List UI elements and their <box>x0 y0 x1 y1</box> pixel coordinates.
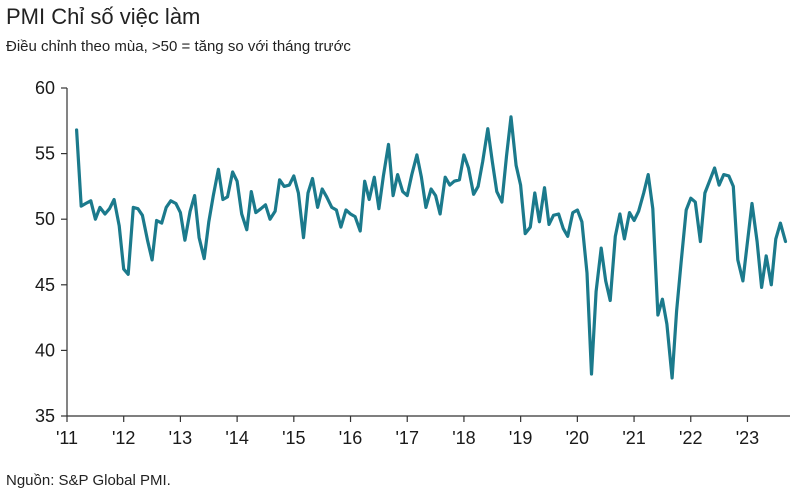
x-tick-label: '21 <box>622 428 645 448</box>
x-tick-label: '15 <box>282 428 305 448</box>
x-tick-label: '23 <box>736 428 759 448</box>
x-tick-label: '16 <box>339 428 362 448</box>
x-tick-label: '17 <box>396 428 419 448</box>
x-tick-label: '22 <box>679 428 702 448</box>
y-tick-label: 45 <box>35 275 55 295</box>
y-tick-label: 35 <box>35 406 55 426</box>
x-tick-label: '18 <box>452 428 475 448</box>
source-note: Nguồn: S&P Global PMI. <box>6 472 171 489</box>
x-tick-label: '19 <box>509 428 532 448</box>
chart-subtitle: Điều chỉnh theo mùa, >50 = tăng so với t… <box>6 38 351 55</box>
y-tick-label: 50 <box>35 209 55 229</box>
y-axis: 35 40 45 50 55 60 <box>35 78 68 426</box>
x-tick-label: '12 <box>112 428 135 448</box>
y-tick-label: 60 <box>35 78 55 98</box>
x-tick-label: '14 <box>225 428 248 448</box>
x-axis: '11 '12 '13 '14 '15 '16 '17 '18 '19 '20 '21 '22 '23 <box>56 415 790 448</box>
x-tick-label: '20 <box>566 428 589 448</box>
plot-area <box>74 115 788 380</box>
chart-title: PMI Chỉ số việc làm <box>6 4 201 29</box>
series-line <box>74 115 788 380</box>
x-tick-label: '11 <box>56 428 78 448</box>
x-tick-label: '13 <box>169 428 192 448</box>
y-tick-label: 55 <box>35 144 55 164</box>
y-tick-label: 40 <box>35 340 55 360</box>
